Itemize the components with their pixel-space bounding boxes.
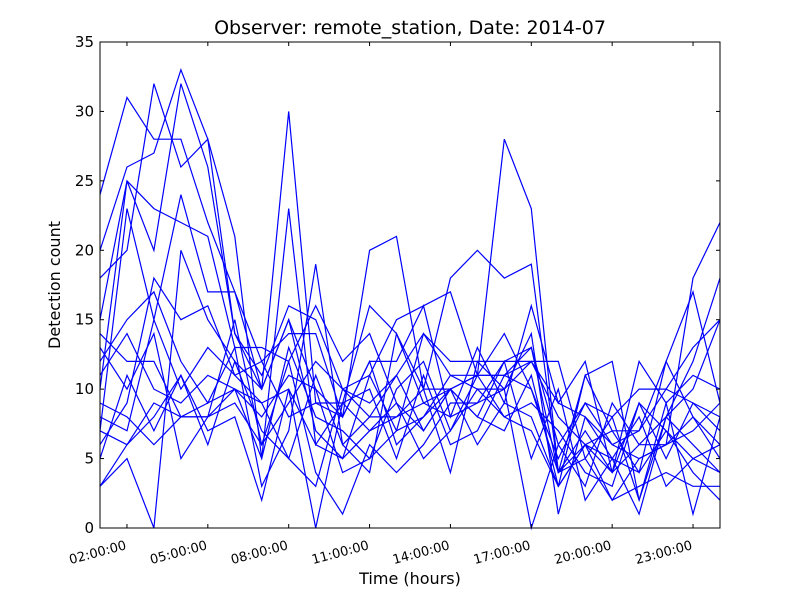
series-line — [99, 83, 721, 516]
plot-frame — [99, 41, 721, 529]
series-line — [99, 332, 721, 502]
y-tick-label: 5 — [84, 450, 94, 468]
series-line — [99, 345, 721, 501]
x-tick-label: 23:00:00 — [634, 538, 694, 568]
y-tick-label: 35 — [75, 33, 94, 51]
series-line — [99, 83, 721, 446]
series-layer — [99, 68, 721, 531]
x-tick-label: 14:00:00 — [391, 538, 451, 568]
x-tick-label: 02:00:00 — [68, 538, 128, 568]
series-line — [99, 68, 721, 474]
x-tick-label: 05:00:00 — [149, 538, 209, 568]
y-axis-ticks: 0 5 10 15 20 25 30 35 — [75, 33, 720, 537]
y-tick-label: 30 — [75, 102, 94, 120]
series-line — [99, 250, 721, 529]
x-tick-label: 11:00:00 — [310, 538, 370, 568]
y-tick-label: 0 — [84, 519, 94, 537]
x-tick-label: 17:00:00 — [472, 538, 532, 568]
series-line — [99, 346, 720, 501]
x-axis-ticks: 02:00:00 05:00:00 08:00:00 11:00:00 14:00:00… — [68, 42, 694, 568]
series-line — [99, 373, 721, 529]
y-tick-label: 10 — [75, 380, 94, 398]
chart-title: Observer: remote_station, Date: 2014-07 — [214, 17, 606, 39]
y-tick-label: 15 — [75, 311, 94, 329]
y-axis-label: Detection count — [45, 221, 64, 349]
y-tick-label: 20 — [75, 241, 94, 259]
series-line — [99, 264, 721, 531]
x-tick-label: 20:00:00 — [553, 538, 613, 568]
x-tick-label: 08:00:00 — [229, 538, 289, 568]
y-tick-label: 25 — [75, 172, 94, 190]
series-line — [99, 359, 721, 487]
x-axis-label: Time (hours) — [358, 569, 461, 588]
series-line — [99, 194, 721, 473]
